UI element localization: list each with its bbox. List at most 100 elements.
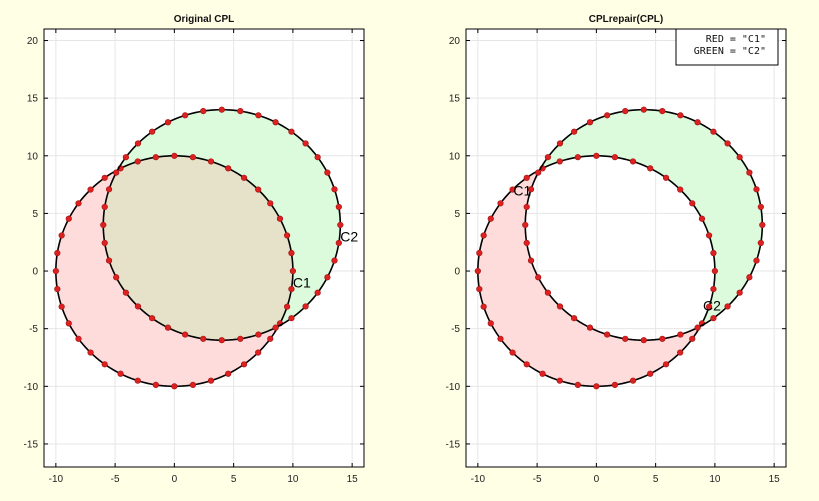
data-point-c1 (611, 381, 619, 389)
data-point-c1 (267, 200, 274, 207)
data-point-c2 (113, 169, 120, 176)
data-point-c2 (746, 169, 753, 176)
data-point-c1 (225, 165, 232, 172)
data-point-c2 (101, 239, 108, 247)
data-point-c2 (218, 337, 225, 344)
data-point-c1 (283, 303, 291, 310)
data-point-c2 (522, 221, 529, 229)
data-point-c1 (267, 335, 274, 342)
data-point-c2 (324, 169, 331, 176)
data-point-c2 (218, 106, 225, 113)
data-point-c2 (149, 128, 156, 135)
data-point-c1 (629, 158, 637, 165)
data-point-c2 (255, 331, 262, 338)
data-point-c1 (677, 186, 684, 193)
data-point-c2 (659, 335, 666, 342)
data-point-c1 (58, 303, 65, 310)
data-point-c1 (710, 285, 717, 293)
data-point-c1 (509, 349, 516, 356)
data-point-c1 (101, 174, 108, 181)
data-point-c2 (302, 303, 309, 310)
data-point-c1 (556, 158, 563, 165)
data-point-c1 (54, 249, 61, 257)
data-point-c2 (164, 119, 172, 126)
x-tick-label: 5 (231, 474, 237, 485)
data-point-c1 (276, 215, 284, 222)
data-point-c1 (289, 267, 296, 275)
chart-title: CPLrepair(CPL) (589, 14, 663, 25)
data-point-c1 (689, 335, 696, 342)
data-point-c1 (556, 377, 563, 384)
data-point-c1 (87, 349, 94, 356)
data-point-c1 (288, 285, 295, 293)
data-point-c2 (757, 239, 764, 247)
data-point-c1 (75, 335, 82, 342)
legend-box (675, 28, 779, 66)
data-point-c2 (100, 221, 107, 229)
x-tick-label: -5 (533, 474, 542, 485)
data-point-c2 (556, 303, 564, 310)
data-point-c1 (497, 335, 504, 342)
data-point-c1 (476, 285, 483, 293)
data-point-c2 (101, 203, 108, 211)
y-tick-label: -5 (29, 324, 38, 335)
data-point-c2 (677, 112, 684, 119)
data-point-c1 (698, 215, 706, 222)
data-point-c2 (527, 257, 535, 264)
data-point-c1 (474, 267, 481, 275)
data-point-c1 (629, 377, 637, 384)
data-point-c2 (724, 140, 731, 147)
data-point-c1 (662, 174, 670, 181)
data-point-c2 (694, 119, 701, 126)
data-point-c2 (149, 315, 156, 322)
data-point-c1 (689, 200, 696, 207)
y-tick-label: 15 (449, 94, 461, 105)
x-tick-label: 15 (769, 474, 781, 485)
plot-area (474, 106, 766, 390)
data-point-c2 (586, 324, 594, 331)
legend-entry: RED = "C1" (706, 34, 766, 45)
data-point-c1 (87, 186, 94, 193)
y-tick-label: 10 (449, 151, 461, 162)
data-point-c2 (527, 186, 535, 193)
data-point-c1 (593, 152, 600, 159)
data-point-c1 (523, 361, 530, 368)
data-point-c1 (171, 152, 178, 159)
data-point-c1 (480, 303, 487, 310)
axes-frame (43, 28, 365, 468)
axes-1: -10 -5 0 5 10 15 -15 -10 -5 0 5 10 15 20 Original CPL C… (24, 14, 365, 485)
data-point-c2 (335, 203, 342, 211)
data-point-c2 (724, 303, 731, 310)
data-point-c1 (487, 320, 494, 327)
data-point-c2 (164, 324, 172, 331)
x-tick-label: 0 (594, 474, 600, 485)
annotation-c2: C2 (340, 228, 358, 244)
data-point-c1 (710, 249, 717, 257)
data-point-c2 (105, 186, 113, 193)
data-point-c1 (705, 303, 713, 310)
chart-title: Original CPL (174, 14, 235, 25)
data-point-c2 (288, 315, 295, 322)
annotation-c1: C1 (293, 275, 311, 291)
data-point-c2 (122, 289, 129, 296)
data-point-c1 (189, 154, 197, 161)
y-tick-label: -5 (451, 324, 460, 335)
data-point-c1 (117, 370, 124, 377)
data-point-c2 (200, 335, 207, 342)
data-point-c2 (586, 119, 594, 126)
region-c2-only-fill (525, 109, 763, 341)
data-point-c1 (288, 249, 295, 257)
data-point-c1 (711, 267, 718, 275)
data-point-c1 (152, 381, 159, 389)
data-point-c1 (171, 383, 178, 390)
data-point-c1 (662, 361, 670, 368)
data-point-c2 (237, 107, 244, 115)
data-point-c2 (272, 119, 279, 126)
data-point-c1 (476, 249, 483, 257)
data-point-c2 (556, 140, 564, 147)
data-point-c1 (225, 370, 232, 377)
data-point-c1 (207, 158, 215, 165)
data-point-c1 (240, 361, 248, 368)
data-point-c2 (134, 303, 142, 310)
x-tick-label: -5 (111, 474, 120, 485)
